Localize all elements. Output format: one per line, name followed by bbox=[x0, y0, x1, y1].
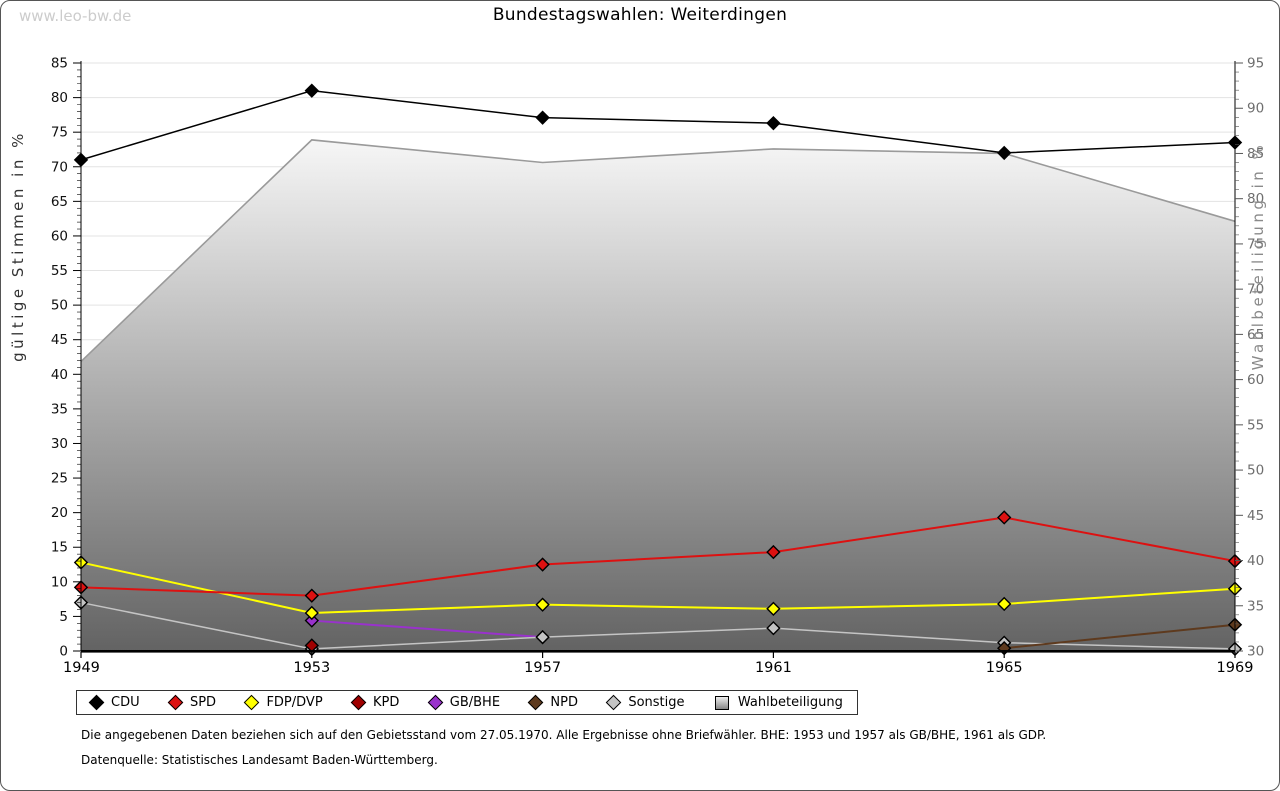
left-tick-label: 30 bbox=[51, 436, 68, 452]
legend-label-wahlbeteiligung: Wahlbeteiligung bbox=[737, 695, 843, 710]
left-tick-label: 25 bbox=[51, 471, 68, 487]
series-npd-line bbox=[1004, 623, 1236, 650]
right-tick-label: 50 bbox=[1247, 463, 1264, 479]
left-axis-title: gültige Stimmen in % bbox=[9, 130, 27, 362]
legend-marker-diamond-cdu bbox=[88, 694, 105, 711]
legend-item-gb-bhe: GB/BHE bbox=[427, 694, 501, 711]
left-tick-label: 45 bbox=[51, 332, 68, 348]
series-cdu-point bbox=[766, 115, 781, 131]
chart-title: Bundestagswahlen: Weiterdingen bbox=[492, 5, 788, 25]
right-tick-label: 65 bbox=[1247, 327, 1264, 343]
left-tick-label: 60 bbox=[51, 228, 68, 244]
right-tick-label: 45 bbox=[1247, 508, 1264, 524]
right-tick-label: 95 bbox=[1247, 56, 1264, 72]
legend-item-fdp-dvp: FDP/DVP bbox=[244, 694, 323, 711]
x-tick-label: 1949 bbox=[63, 660, 100, 676]
left-tick-label: 65 bbox=[51, 194, 68, 210]
series-spd-point bbox=[304, 588, 319, 603]
series-cdu-point bbox=[304, 83, 319, 98]
left-tick-label: 85 bbox=[51, 56, 68, 72]
right-tick-label: 30 bbox=[1247, 644, 1264, 660]
site-watermark: www.leo-bw.de bbox=[19, 7, 132, 25]
legend-marker-diamond-fdp-dvp bbox=[244, 694, 260, 711]
x-tick-label: 1969 bbox=[1217, 660, 1254, 676]
left-tick-label: 50 bbox=[51, 298, 68, 314]
legend-marker-square-wahlbeteiligung bbox=[714, 695, 729, 710]
series-fdp-dvp-point bbox=[535, 597, 550, 612]
legend-label-fdp-dvp: FDP/DVP bbox=[266, 695, 323, 710]
left-tick-label: 10 bbox=[51, 574, 68, 590]
legend-label-gb-bhe: GB/BHE bbox=[449, 695, 501, 710]
right-tick-label: 75 bbox=[1247, 236, 1264, 252]
legend-item-sonstige: Sonstige bbox=[606, 694, 685, 711]
right-axis-title: Wahlbeteiligung in % bbox=[1249, 142, 1267, 371]
legend-marker-diamond-npd bbox=[528, 694, 544, 711]
series-sonstige-point bbox=[535, 629, 550, 645]
series-cdu-point bbox=[997, 145, 1012, 161]
left-tick-label: 20 bbox=[51, 505, 68, 521]
chart-legend: CDU SPD FDP/DVP KPD GB/BHE NPD Sonstige Wahlbet… bbox=[76, 690, 858, 715]
legend-item-kpd: KPD bbox=[350, 694, 400, 711]
footnote-datenquelle: Datenquelle: Statistisches Landesamt Bad… bbox=[81, 753, 438, 767]
left-tick-label: 80 bbox=[51, 90, 68, 106]
legend-item-npd: NPD bbox=[528, 694, 578, 711]
x-tick-label: 1965 bbox=[986, 660, 1023, 676]
turnout-area bbox=[81, 139, 1235, 651]
series-fdp-dvp-point bbox=[766, 601, 781, 616]
series-spd-point bbox=[535, 557, 550, 572]
series-fdp-dvp-line bbox=[80, 561, 1236, 614]
series-cdu-line bbox=[80, 89, 1236, 161]
right-tick-label: 55 bbox=[1247, 417, 1264, 433]
x-tick-label: 1961 bbox=[755, 660, 792, 676]
left-tick-label: 5 bbox=[59, 609, 68, 625]
legend-label-sonstige: Sonstige bbox=[628, 695, 685, 710]
legend-marker-diamond-sonstige bbox=[606, 694, 622, 711]
legend-label-kpd: KPD bbox=[373, 695, 400, 710]
turnout-line bbox=[80, 139, 1236, 363]
axes: 0 5 10 15 20 25 30 35 40 45 50 55 60 65 70 75 80 85 30 35 40… bbox=[51, 56, 1264, 677]
legend-marker-diamond-gb-bhe bbox=[427, 694, 444, 711]
left-tick-label: 70 bbox=[51, 159, 68, 175]
left-tick-label: 40 bbox=[51, 367, 68, 383]
series-sonstige-point bbox=[766, 620, 781, 636]
series-fdp-dvp-point bbox=[304, 605, 319, 621]
legend-item-cdu: CDU bbox=[88, 694, 140, 711]
left-tick-label: 0 bbox=[59, 644, 68, 660]
left-tick-label: 75 bbox=[51, 125, 68, 141]
legend-item-spd: SPD bbox=[167, 694, 217, 711]
left-tick-label: 15 bbox=[51, 540, 68, 556]
footnote-gebietsstand: Die angegebenen Daten beziehen sich auf … bbox=[81, 728, 1047, 742]
series-spd-line bbox=[80, 516, 1236, 597]
right-tick-label: 80 bbox=[1247, 191, 1264, 207]
legend-item-wahlbeteiligung: Wahlbeteiligung bbox=[714, 695, 843, 710]
series-gb-bhe-point bbox=[304, 613, 319, 628]
x-axis-line bbox=[81, 650, 1235, 653]
left-tick-label: 55 bbox=[51, 263, 68, 279]
x-tick-label: 1953 bbox=[293, 660, 330, 676]
series-group bbox=[73, 83, 1243, 657]
series-cdu-point bbox=[535, 110, 550, 125]
legend-label-spd: SPD bbox=[189, 695, 217, 710]
legend-label-npd: NPD bbox=[550, 695, 578, 710]
left-tick-label: 35 bbox=[51, 401, 68, 417]
right-tick-label: 70 bbox=[1247, 282, 1264, 298]
right-tick-label: 85 bbox=[1247, 146, 1264, 162]
series-fdp-dvp-point bbox=[997, 596, 1012, 612]
right-tick-label: 60 bbox=[1247, 372, 1264, 388]
series-spd-point bbox=[997, 510, 1012, 525]
legend-marker-diamond-spd bbox=[167, 694, 184, 711]
x-tick-label: 1957 bbox=[524, 660, 561, 676]
right-tick-label: 35 bbox=[1247, 598, 1264, 614]
legend-label-cdu: CDU bbox=[111, 695, 140, 710]
series-spd-point bbox=[766, 544, 781, 560]
right-tick-label: 40 bbox=[1247, 553, 1264, 569]
right-tick-label: 90 bbox=[1247, 101, 1264, 117]
series-gb-bhe-line bbox=[311, 619, 543, 639]
legend-marker-diamond-kpd bbox=[350, 694, 367, 711]
